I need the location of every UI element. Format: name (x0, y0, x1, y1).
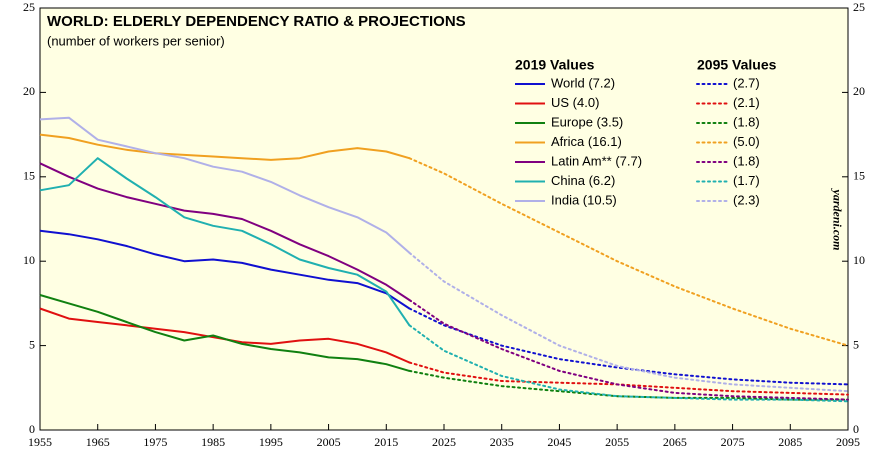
series-line (408, 369, 849, 401)
y2-tick-label: 0 (853, 422, 859, 436)
y2-tick-label: 15 (853, 169, 865, 183)
x-tick-label: 2085 (778, 435, 802, 449)
y2-tick-label: 10 (853, 253, 865, 267)
legend-label: (1.8) (733, 153, 760, 168)
legend-label: (5.0) (733, 134, 760, 149)
x-tick-label: 1985 (201, 435, 225, 449)
y2-tick-label: 25 (853, 0, 865, 14)
y2-tick-label: 20 (853, 84, 865, 98)
x-tick-label: 2055 (605, 435, 629, 449)
legend-label: Latin Am** (7.7) (551, 153, 642, 168)
legend-label: Europe (3.5) (551, 114, 623, 129)
legend-heading: 2019 Values (515, 57, 595, 73)
legend-label: (2.7) (733, 75, 760, 90)
y2-tick-label: 5 (853, 337, 859, 351)
legend-label: (2.3) (733, 192, 760, 207)
legend-label: Africa (16.1) (551, 134, 622, 149)
series-line (39, 229, 410, 310)
x-tick-label: 1965 (86, 435, 110, 449)
y-tick-label: 5 (29, 337, 35, 351)
x-tick-label: 2045 (547, 435, 571, 449)
y-tick-label: 25 (23, 0, 35, 14)
watermark: yardeni.com (830, 188, 844, 251)
x-tick-label: 1995 (259, 435, 283, 449)
series-line (39, 294, 410, 372)
series-line (39, 162, 410, 301)
legend-label: (1.7) (733, 173, 760, 188)
series-line (408, 299, 849, 401)
legend-label: World (7.2) (551, 75, 615, 90)
x-tick-label: 1975 (143, 435, 167, 449)
series-line (39, 157, 411, 326)
legend-label: (2.1) (733, 95, 760, 110)
legend-label: China (6.2) (551, 173, 615, 188)
legend-label: India (10.5) (551, 192, 617, 207)
y-tick-label: 10 (23, 253, 35, 267)
series-line (408, 251, 849, 393)
chart-title: WORLD: ELDERLY DEPENDENCY RATIO & PROJEC… (47, 13, 466, 30)
x-tick-label: 2035 (490, 435, 514, 449)
chart-subtitle: (number of workers per senior) (47, 33, 225, 48)
x-tick-label: 2025 (432, 435, 456, 449)
x-tick-label: 2075 (721, 435, 745, 449)
y-tick-label: 20 (23, 84, 35, 98)
x-tick-label: 1955 (28, 435, 52, 449)
x-tick-label: 2095 (836, 435, 860, 449)
legend-label: US (4.0) (551, 95, 599, 110)
series-line (408, 307, 849, 386)
x-tick-label: 2065 (663, 435, 687, 449)
series-line (39, 133, 410, 161)
legend-label: (1.8) (733, 114, 760, 129)
x-tick-label: 2005 (317, 435, 341, 449)
legend-heading: 2095 Values (697, 57, 777, 73)
series-line (39, 116, 411, 254)
y-tick-label: 15 (23, 169, 35, 183)
plot-area (39, 7, 849, 431)
series-line (408, 157, 849, 347)
x-tick-label: 2015 (374, 435, 398, 449)
y-tick-label: 0 (29, 422, 35, 436)
